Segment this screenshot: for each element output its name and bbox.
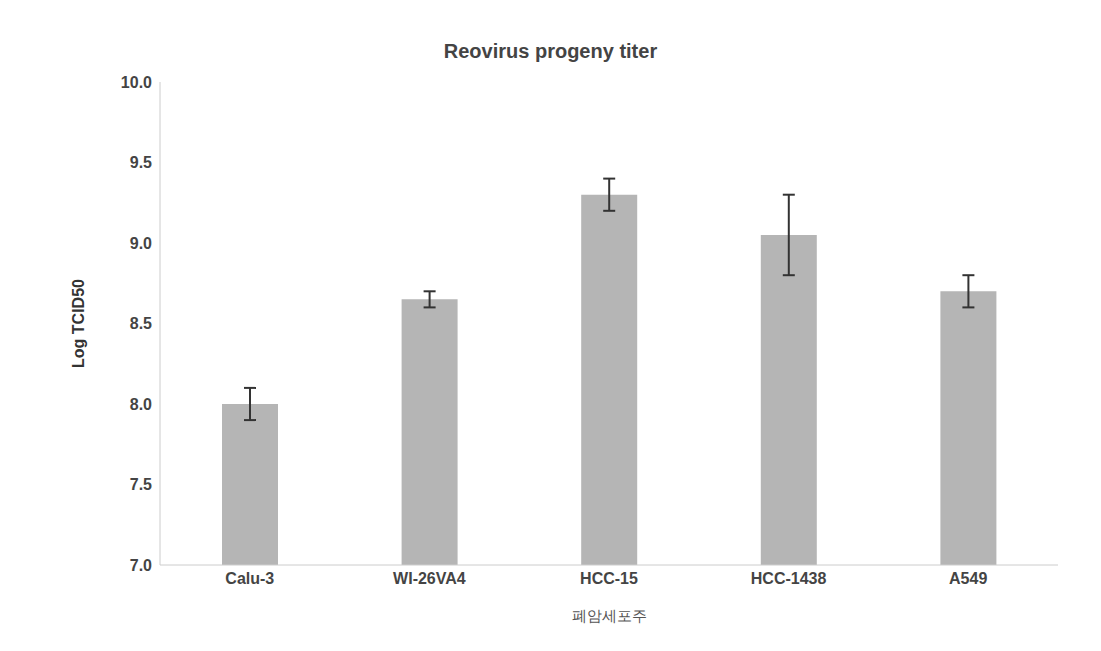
svg-text:9.5: 9.5 — [130, 154, 152, 171]
svg-text:8.0: 8.0 — [130, 396, 152, 413]
svg-text:7.5: 7.5 — [130, 476, 152, 493]
svg-text:Log TCID50: Log TCID50 — [70, 279, 87, 368]
svg-text:8.5: 8.5 — [130, 315, 152, 332]
svg-text:9.0: 9.0 — [130, 235, 152, 252]
svg-text:WI-26VA4: WI-26VA4 — [393, 570, 466, 587]
svg-text:10.0: 10.0 — [121, 74, 152, 91]
svg-text:HCC-1438: HCC-1438 — [751, 570, 827, 587]
svg-text:7.0: 7.0 — [130, 557, 152, 574]
html-text:Reovirus progeny titer: Reovirus progeny titer — [443, 40, 658, 62]
svg-text:HCC-15: HCC-15 — [580, 570, 638, 587]
svg-text:Calu-3: Calu-3 — [225, 570, 274, 587]
svg-text:A549: A549 — [949, 570, 987, 587]
svg-text:폐암세포주: 폐암세포주 — [572, 607, 647, 624]
